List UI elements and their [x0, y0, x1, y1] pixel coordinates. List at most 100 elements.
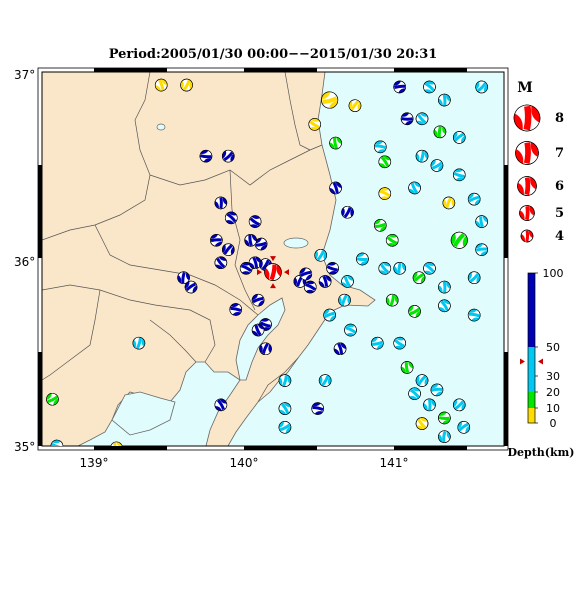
event-beachball	[438, 93, 451, 107]
event-beachball	[457, 420, 471, 434]
magnitude-legend-label-6: 6	[555, 179, 564, 194]
event-beachball	[415, 374, 429, 387]
depth-band-veryshallow	[528, 408, 535, 423]
event-beachball	[50, 439, 64, 446]
event-beachball	[323, 308, 336, 322]
event-beachball	[303, 280, 317, 294]
magnitude-legend-ball-6	[517, 176, 537, 196]
event-beachball	[374, 140, 387, 154]
events-layer	[46, 78, 488, 446]
event-beachball	[248, 256, 262, 270]
event-beachball	[438, 411, 451, 425]
event-beachball	[338, 293, 351, 307]
event-beachball	[333, 342, 347, 356]
border-bar-h	[244, 446, 317, 450]
event-beachball	[344, 323, 357, 337]
event-beachball	[452, 131, 466, 144]
depth-scale-label: Depth(km)	[508, 446, 575, 459]
event-beachball	[329, 181, 342, 195]
depth-tick-0: 0	[550, 417, 557, 430]
magnitude-legend-ball-4	[520, 229, 534, 243]
main-event-marker-right	[284, 269, 289, 276]
main-event-marker-bottom	[270, 283, 276, 289]
event-beachball	[385, 234, 399, 247]
event-beachball	[251, 323, 265, 337]
event-beachball	[438, 299, 451, 313]
tokyo-bay	[235, 297, 286, 381]
magnitude-legend-label-8: 8	[555, 111, 564, 126]
magnitude-legend-label-4: 4	[555, 229, 564, 244]
lake-kasumigaura	[283, 237, 309, 249]
event-beachball	[318, 275, 332, 288]
event-beachball	[299, 267, 313, 281]
map-border-ticks	[37, 67, 509, 451]
event-beachball	[385, 293, 399, 307]
event-beachball	[475, 215, 488, 228]
event-beachball	[348, 99, 362, 112]
event-beachball	[408, 181, 421, 195]
event-beachball	[442, 196, 456, 210]
event-beachball	[214, 256, 228, 270]
depth-marker-right	[538, 358, 543, 365]
event-beachball	[326, 262, 339, 275]
event-beachball	[278, 420, 292, 434]
event-beachball	[244, 234, 257, 247]
event-beachball	[415, 112, 429, 126]
event-beachball	[132, 336, 146, 350]
event-beachball	[199, 149, 213, 163]
event-beachball	[415, 149, 429, 163]
magnitude-legend-ball-5	[519, 205, 535, 221]
event-beachball	[251, 293, 265, 307]
depth-band-mid	[528, 347, 535, 392]
event-beachball	[378, 187, 392, 200]
event-beachball	[423, 262, 436, 275]
magnitude-legend-ball-7	[515, 141, 539, 165]
event-beachball	[467, 192, 481, 206]
event-beachball	[400, 112, 414, 126]
event-beachball	[371, 336, 384, 350]
event-beachball	[393, 336, 406, 350]
event-beachball	[184, 280, 198, 294]
lat-label-36: 36°	[14, 255, 35, 269]
magnitude-legend-ball-8	[513, 104, 541, 132]
lat-label-37: 37°	[14, 68, 35, 82]
map-title: Period:2005/01/30 00:00−−2015/01/30 20:3…	[109, 47, 438, 62]
event-beachball	[221, 149, 235, 163]
event-beachball	[433, 125, 447, 139]
depth-tick-30: 30	[546, 370, 560, 383]
event-beachball	[318, 374, 332, 387]
event-beachball	[239, 262, 253, 275]
main-event-beachball	[264, 263, 282, 281]
sagami-bay	[111, 391, 176, 436]
event-beachball	[393, 262, 406, 275]
depth-tick-100: 100	[543, 267, 564, 280]
magnitude-legend-label-7: 7	[555, 146, 564, 161]
magnitude-legend-label-5: 5	[555, 206, 564, 221]
event-beachball	[393, 80, 406, 94]
border-bar-v	[38, 165, 42, 258]
event-beachball	[177, 271, 190, 285]
depth-tick-50: 50	[546, 341, 560, 354]
event-beachball	[154, 78, 168, 92]
magnitude-legend: M 8 7 6 5 4	[513, 80, 564, 244]
event-beachball	[408, 387, 421, 400]
event-beachball	[221, 243, 235, 256]
magnitude-legend-title: M	[517, 80, 533, 96]
lon-label-141: 141°	[380, 456, 409, 470]
depth-marker-left	[520, 358, 525, 365]
event-beachball	[452, 168, 466, 182]
event-beachball	[224, 211, 238, 225]
event-beachball	[378, 262, 392, 275]
border-bar-h	[394, 68, 467, 72]
map-area	[42, 72, 504, 446]
event-beachball	[408, 305, 421, 318]
event-beachball	[378, 155, 392, 169]
border-bar-h	[94, 68, 167, 72]
event-beachball	[278, 402, 292, 415]
event-beachball	[430, 159, 444, 172]
lon-label-139: 139°	[80, 456, 109, 470]
event-beachball	[229, 303, 243, 316]
event-beachball	[475, 80, 488, 94]
event-beachball	[438, 430, 451, 443]
